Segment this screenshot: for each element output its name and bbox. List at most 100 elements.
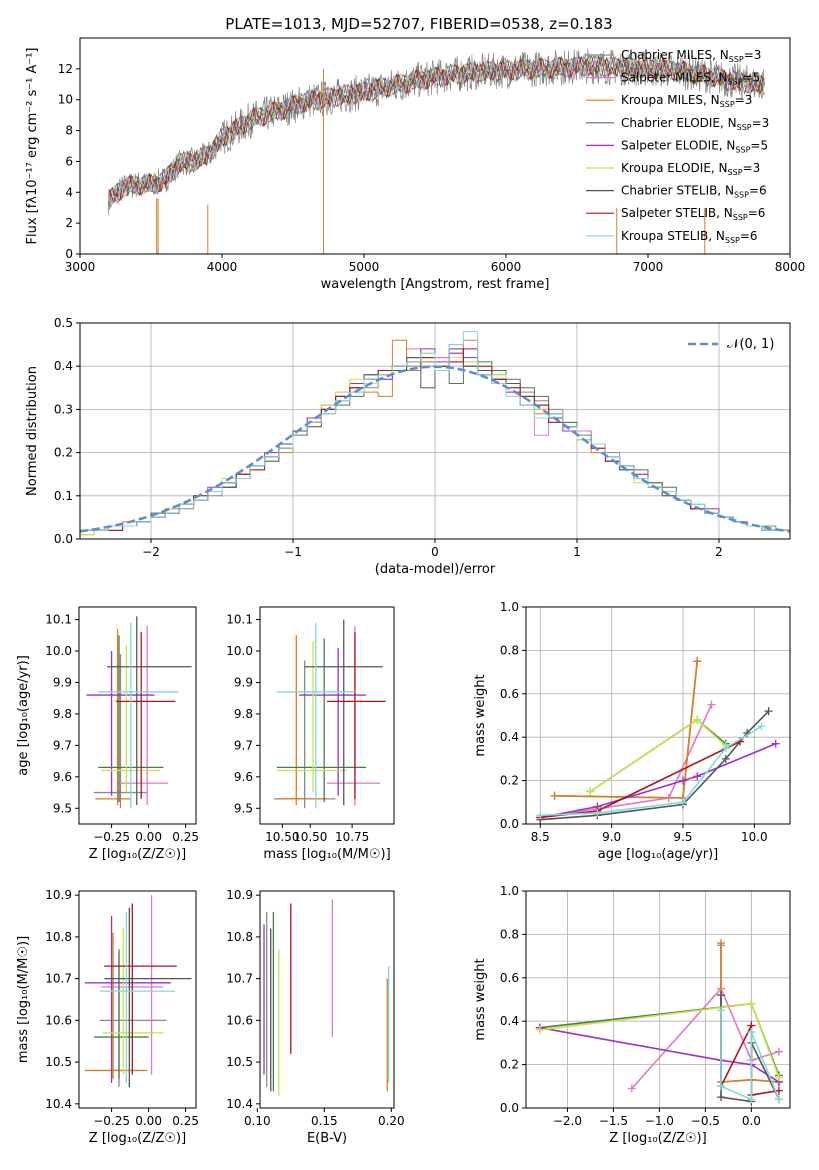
weight-marker [586,787,595,796]
residual-tick-label-x: 1 [573,545,581,559]
mass-vs-EBV-plot-area [263,899,390,1096]
weight-marker [774,1095,783,1104]
spectrum-frame [79,37,791,255]
residual-chart: −2 −1 0 1 2 0.0 0.1 0.2 0.3 0.4 0.5 (data-model)/er… [25,316,791,577]
legend-nssp: =6 [748,206,766,220]
age-vs-mass-tick-label-y: 9.8 [234,707,253,721]
legend-subscript: SSP [735,145,750,154]
histogram-step [80,331,790,539]
residual-tick-label-y: 0.3 [54,402,73,416]
mass-vs-Z-frame [78,890,197,1109]
mass-vs-EBV-tick-label-x: 0.10 [244,1114,271,1128]
legend-nssp: =3 [735,93,753,107]
weight-vs-Z-plot-area [535,939,783,1106]
weight-vs-age-tick-label-y: 0.0 [500,817,519,831]
spectrum-tick-label-x: 6000 [491,260,522,274]
weight-marker [771,739,780,748]
weight-marker [535,1025,544,1034]
spectrum-chart: 3000 4000 5000 6000 7000 8000 0 2 4 6 8 10 12 wavelen… [25,37,805,292]
figure-title: PLATE=1013, MJD=52707, FIBERID=0538, z=0… [225,15,612,33]
weight-marker [747,1095,756,1104]
age-vs-Z-xlabel: Z [log₁₀(Z/Z☉)] [89,847,186,862]
mass-vs-EBV-tick-label-y: 10.5 [226,1055,253,1069]
age-vs-mass-tick-label-y: 9.5 [234,801,253,815]
legend-subscript: SSP [728,78,743,87]
spectrum-tick-label-x: 4000 [207,260,238,274]
weight-marker [717,1082,726,1091]
mass-vs-EBV-tick-label-x: 0.15 [311,1114,338,1128]
weight-marker [774,1047,783,1056]
age-vs-mass-plot-area [273,619,386,809]
age-vs-mass-frame [259,606,395,825]
age-vs-Z-frame [78,606,197,825]
residual-frame [79,322,791,540]
weight-vs-Z-tick-label-x: −2.0 [553,1114,582,1128]
residual-tick-label-x: 2 [715,545,723,559]
weight-vs-age-xlabel: age [log₁₀(age/yr)] [598,847,719,862]
weight-line [631,987,780,1090]
mass-vs-Z-tick-label-y: 10.5 [45,1055,72,1069]
residual-tick-label-y: 0.4 [54,359,73,373]
legend-label: Kroupa MILES, NSSP=3 [621,93,752,109]
spectrum-xlabel: wavelength [Angstrom, rest frame] [321,277,550,292]
weight-marker [693,715,702,724]
weight-vs-Z-frame [525,890,791,1109]
weight-vs-age-plot-area [536,657,780,824]
age-vs-Z-tick-label-x: 0.00 [135,830,162,844]
legend-nssp: =6 [749,184,767,198]
weight-marker [717,1093,726,1102]
mass-vs-Z-tick-label-y: 10.9 [45,888,72,902]
age-vs-Z-plot-area [86,616,192,809]
age-vs-mass-tick-label-y: 9.9 [234,675,253,689]
weight-vs-age-tick-label-x: 9.0 [602,830,621,844]
age-vs-mass-tick-label-x: 10.75 [335,830,369,844]
legend-nssp: =3 [743,161,761,175]
spectrum-tick-label-y: 10 [58,93,73,107]
mass-vs-EBV-tick-label-y: 10.8 [226,930,253,944]
age-vs-mass-tick-label-x: 10.50 [293,830,327,844]
legend-subscript: SSP [729,55,744,64]
age-vs-Z-ylabel: age [log₁₀(age/yr)] [16,655,31,776]
legend-label: Chabrier MILES, NSSP=3 [621,48,761,64]
legend-label: Salpeter STELIB, NSSP=6 [621,206,765,222]
legend-nssp: =5 [743,71,761,85]
age-vs-mass-tick-label-y: 10.0 [226,644,253,658]
residual-tick-label-y: 0.0 [54,532,73,546]
weight-marker [717,991,726,1000]
spectrum-tick-label-y: 0 [65,247,73,261]
weight-vs-Z-tick-label-x: −0.5 [691,1114,720,1128]
legend-nssp: =3 [752,116,770,130]
mass-vs-Z-plot-area [84,895,192,1088]
legend-label: Salpeter MILES, NSSP=5 [621,71,760,87]
weight-marker [747,999,756,1008]
spectrum-ylabel: Flux [fλ10⁻¹⁷ erg cm⁻² s⁻¹ A⁻¹] [25,48,40,245]
spectrum-tick-label-y: 4 [65,185,73,199]
mass-vs-EBV-tick-label-y: 10.7 [226,972,253,986]
mass-vs-EBV-frame [259,890,395,1109]
age-vs-Z-tick-label-x: 0.25 [172,830,199,844]
spectrum-tick-label-y: 2 [65,216,73,230]
age-vs-Z-tick-label-y: 9.8 [53,707,72,721]
legend-nssp: =5 [750,138,768,152]
weight-marker [593,809,602,818]
age-vs-mass-tick-label-y: 9.6 [234,770,253,784]
age-vs-mass-xlabel: mass [log₁₀(M/M☉)] [263,847,390,862]
spectrum-plot-area [108,48,765,254]
weight-vs-Z-tick-label-x: −1.0 [645,1114,674,1128]
mass-vs-EBV-tick-label-y: 10.9 [226,888,253,902]
weight-marker [550,791,559,800]
spectrum-tick-label-y: 12 [58,62,73,76]
weight-marker [707,700,716,709]
weight-marker [693,772,702,781]
age-vs-Z-tick-label-y: 9.9 [53,675,72,689]
age-vs-mass-tick-label-y: 9.7 [234,738,253,752]
weight-vs-age-tick-label-x: 10.0 [741,830,768,844]
spectrum-model-line [108,54,765,208]
weight-line [554,661,698,799]
weight-line [540,740,741,819]
mass-vs-Z-tick-label-x: 0.00 [135,1114,162,1128]
weight-marker [721,744,730,753]
mass-vs-Z-xlabel: Z [log₁₀(Z/Z☉)] [89,1131,186,1146]
